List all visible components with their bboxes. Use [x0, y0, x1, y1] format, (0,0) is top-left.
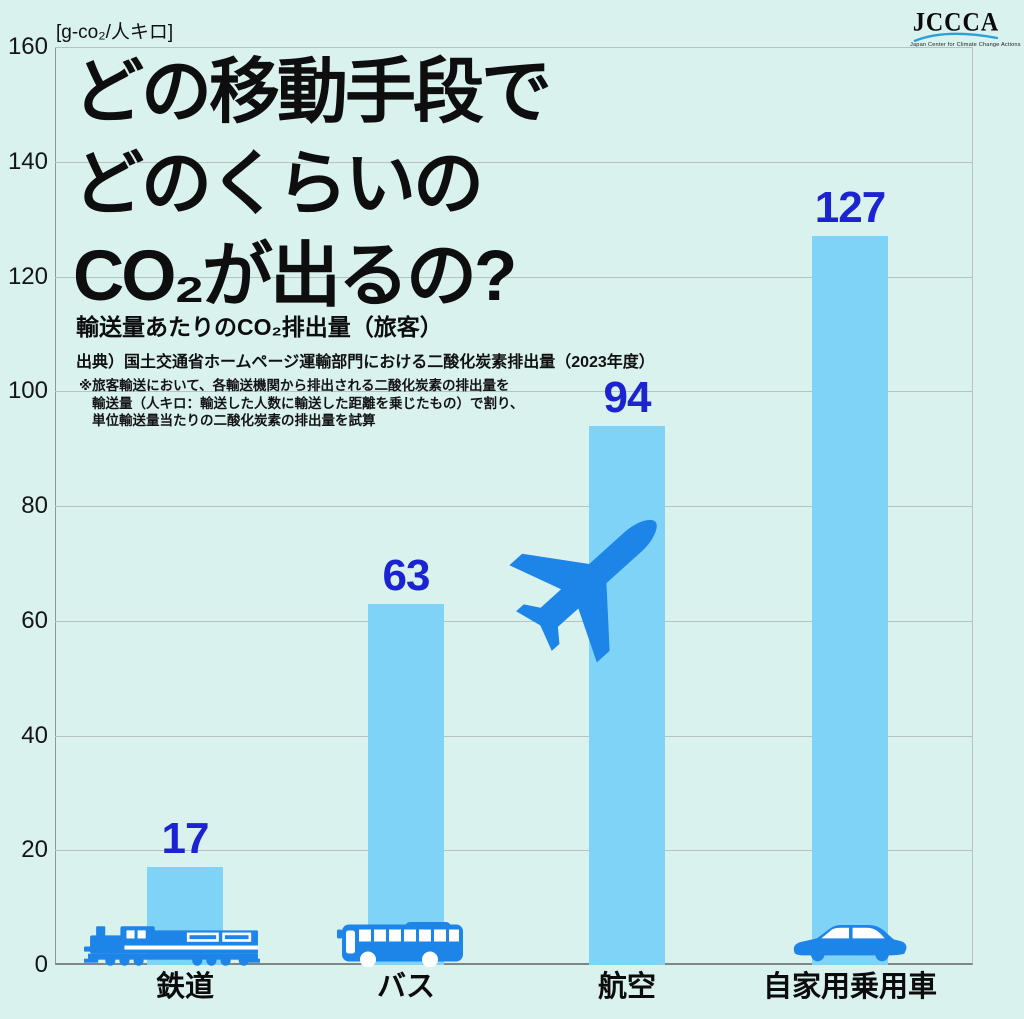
gridline-120: [55, 276, 973, 278]
note-line-2: 輸送量（人キロ：輸送した人数に輸送した距離を乗じたもの）で割り、: [92, 395, 524, 411]
bar-private-car: [812, 236, 888, 965]
note-line-3: 単位輸送量当たりの二酸化炭素の排出量を試算: [92, 413, 376, 428]
category-label-private-car: 自家用乗用車: [762, 971, 937, 1003]
category-label-rail: 鉄道: [155, 971, 214, 1003]
y-tick-120: 120: [7, 262, 48, 290]
jccca-logo-text: JCCCA: [912, 8, 1000, 38]
y-tick-20: 20: [21, 836, 48, 864]
value-label-bus: 63: [382, 550, 431, 600]
y-tick-60: 60: [21, 606, 48, 634]
gridline-40: [55, 735, 973, 737]
category-label-aviation: 航空: [597, 971, 656, 1003]
y-tick-80: 80: [21, 492, 48, 519]
y-axis-unit-label: [g-co₂/人キロ]: [56, 22, 174, 43]
value-label-rail: 17: [161, 814, 210, 864]
bus-icon: [337, 920, 463, 967]
title-line-1: どの移動手段で: [73, 53, 552, 132]
source-citation: 出典）国土交通省ホームページ運輸部門における二酸化炭素排出量（2023年度）: [76, 354, 655, 371]
gridline-100: [55, 391, 973, 393]
methodology-note: ※旅客輸送において、各輸送機関から排出される二酸化炭素の排出量を 輸送量（人キロ…: [79, 377, 523, 430]
title-line-2: どのくらいの: [73, 145, 484, 224]
y-tick-40: 40: [21, 721, 48, 749]
car-icon: [790, 920, 908, 964]
title-line-3: CO₂が出るの?: [73, 237, 517, 316]
gridline-140: [55, 161, 973, 163]
gridline-60: [55, 620, 973, 622]
category-label-bus: バス: [376, 971, 435, 1003]
gridline-80: [55, 506, 973, 507]
train-icon: [84, 920, 262, 967]
jccca-logo: JCCCA Japan Center for Climate Change Ac…: [910, 8, 1021, 48]
y-tick-140: 140: [7, 147, 48, 175]
y-tick-0: 0: [34, 951, 48, 978]
y-tick-100: 100: [7, 377, 48, 405]
chart-subtitle: 輸送量あたりのCO₂排出量（旅客）: [76, 314, 443, 340]
note-line-1: ※旅客輸送において、各輸送機関から排出される二酸化炭素の排出量を: [79, 378, 510, 393]
bar-aviation: [589, 425, 665, 965]
bar-bus: [368, 603, 444, 965]
chart-title: どの移動手段で どのくらいの CO₂が出るの?: [73, 47, 552, 323]
jccca-logo-swoosh-icon: [913, 32, 999, 42]
y-tick-160: 160: [7, 33, 48, 60]
airplane-icon: [496, 492, 692, 663]
jccca-logo-tagline: Japan Center for Climate Change Actions: [910, 42, 1021, 48]
value-label-private-car: 127: [814, 183, 886, 233]
gridline-160: [55, 47, 973, 48]
gridline-20: [55, 850, 973, 852]
value-label-aviation: 94: [603, 372, 652, 422]
